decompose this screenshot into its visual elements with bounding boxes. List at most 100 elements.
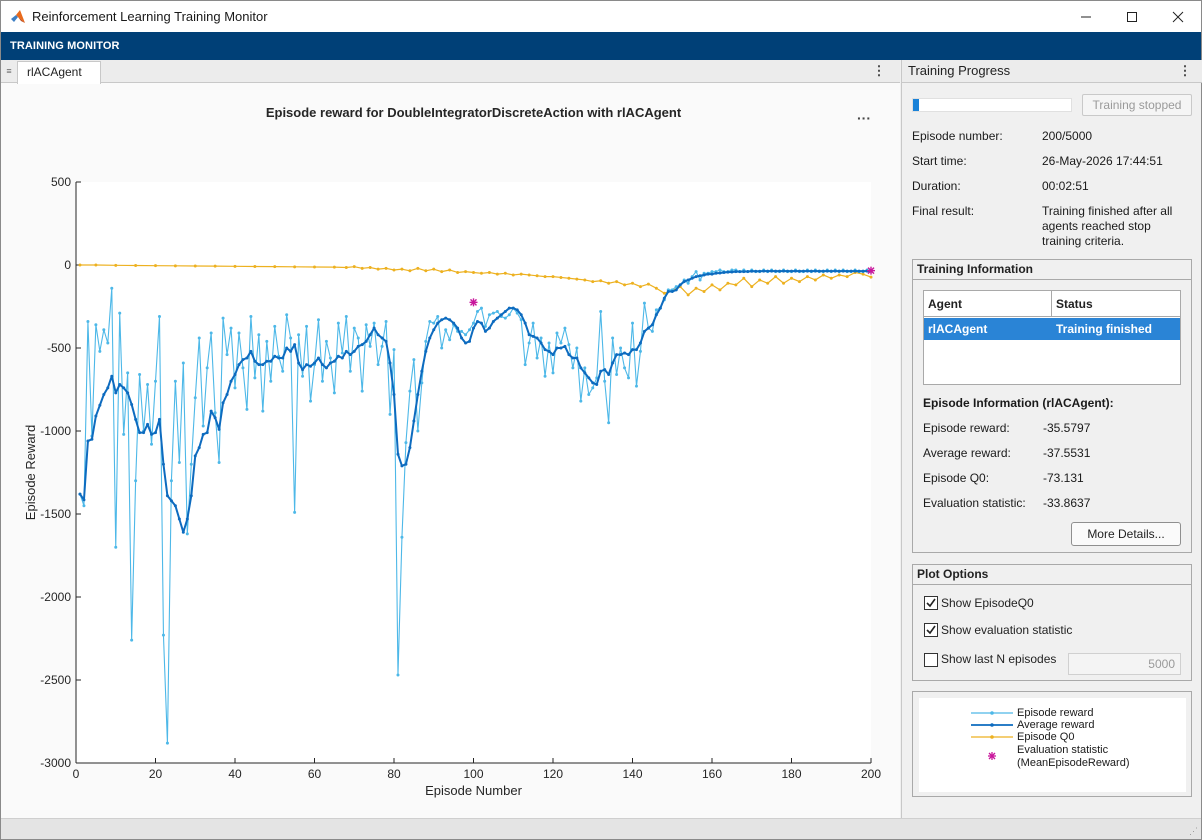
episode-q0-point — [376, 267, 380, 271]
average-reward-point — [750, 269, 754, 273]
table-row[interactable]: rlACAgent Training finished — [924, 318, 1180, 340]
show-evaluation-label[interactable]: Show evaluation statistic — [941, 623, 1073, 637]
average-reward-point — [535, 336, 539, 340]
episode-reward-point — [122, 432, 126, 436]
training-stopped-button[interactable]: Training stopped — [1082, 94, 1192, 116]
agent-column-header[interactable]: Agent — [924, 291, 1052, 317]
show-last-n-checkbox[interactable] — [924, 653, 938, 667]
episode-reward-point — [185, 532, 189, 536]
episode-reward-point — [575, 346, 579, 350]
episode-q0-point — [813, 278, 817, 282]
episode-reward-point — [177, 461, 181, 465]
episode-reward-point — [332, 391, 336, 395]
more-details-button[interactable]: More Details... — [1071, 522, 1181, 546]
episode-q0-point — [368, 265, 372, 269]
episode-reward-point — [209, 331, 213, 335]
status-column-header[interactable]: Status — [1056, 297, 1093, 311]
average-reward-point — [495, 316, 499, 320]
average-reward-point — [392, 392, 396, 396]
tab-label: rlACAgent — [27, 65, 82, 79]
episode-reward-point — [257, 333, 261, 337]
panel-grip-icon[interactable]: ≡ — [6, 66, 12, 76]
resize-grip-icon[interactable]: ⋰ — [1189, 826, 1198, 836]
average-reward-point — [253, 359, 257, 363]
episode-reward-point — [352, 326, 356, 330]
episode-reward-point — [233, 386, 237, 390]
episode-reward-point — [539, 336, 543, 340]
show-q0-checkbox[interactable] — [924, 596, 938, 610]
average-reward-point — [472, 326, 475, 330]
tab-rlacagent[interactable]: rlACAgent — [17, 61, 101, 84]
episode-reward-point — [392, 348, 396, 352]
chart-legend: Episode reward Average reward Episode Q0… — [919, 698, 1186, 792]
matlab-logo-icon — [11, 9, 25, 23]
average-reward-point — [491, 319, 495, 323]
document-tabbar: ≡ rlACAgent ⋮ — [1, 60, 900, 84]
average-reward-point — [118, 383, 122, 387]
start-time-value: 26-May-2026 17:44:51 — [1042, 154, 1163, 168]
average-reward-point — [591, 381, 595, 385]
plot-panel: 0 20 40 60 80 100 120 140 160 180 200 500 0 -500 -1000… — [1, 84, 900, 818]
minimize-button[interactable] — [1063, 1, 1109, 32]
episode-reward-point — [110, 286, 114, 290]
average-reward-point — [241, 358, 245, 362]
average-reward-point — [396, 452, 400, 456]
episode-q0-point — [464, 270, 468, 274]
average-reward-point — [603, 368, 607, 372]
average-reward-point — [122, 386, 126, 390]
episode-q0-point — [94, 263, 98, 267]
average-reward-point — [213, 416, 217, 420]
episode-q0-point — [527, 273, 531, 277]
average-reward-point — [487, 326, 491, 330]
average-reward-point — [507, 306, 511, 310]
axes-toolbar-icon[interactable]: ··· — [857, 110, 871, 126]
episode-reward-point — [126, 371, 130, 375]
last-n-episodes-input[interactable]: 5000 — [1068, 653, 1181, 675]
episode-reward-point — [487, 313, 491, 317]
episode-q0-point — [797, 280, 801, 284]
episode-reward-point — [555, 331, 559, 335]
show-evaluation-checkbox[interactable] — [924, 623, 938, 637]
episode-q0-point — [774, 275, 778, 279]
episode-reward-point — [420, 381, 424, 385]
episode-q0-point — [861, 272, 865, 276]
close-button[interactable] — [1155, 1, 1201, 32]
episode-q0-point — [742, 276, 746, 280]
average-reward-point — [849, 269, 853, 273]
average-reward-point — [229, 379, 233, 383]
episode-reward-point — [654, 308, 658, 312]
panel-options-icon[interactable]: ⋮ — [1178, 63, 1192, 78]
episode-reward-point — [356, 336, 360, 340]
episode-reward-point — [710, 270, 714, 274]
average-reward-point — [666, 290, 670, 294]
average-reward-point — [444, 316, 448, 320]
average-reward-point — [161, 462, 165, 466]
toolstrip-tab[interactable]: TRAINING MONITOR — [1, 32, 1201, 60]
chart-title: Episode reward for DoubleIntegratorDiscr… — [265, 105, 682, 120]
show-q0-label[interactable]: Show EpisodeQ0 — [941, 596, 1034, 610]
show-last-n-label[interactable]: Show last N episodes — [941, 652, 1057, 666]
training-progress-panel: Training Progress ⋮ Training stopped Epi… — [901, 60, 1202, 818]
document-options-icon[interactable]: ⋮ — [872, 63, 886, 78]
episode-reward-point — [591, 386, 595, 390]
average-reward-point — [523, 321, 527, 325]
average-reward-point — [134, 417, 138, 421]
episode-reward-point — [404, 441, 408, 445]
episode-reward-point — [412, 358, 416, 362]
episode-q0-point — [758, 278, 762, 282]
episode-q0-point — [78, 263, 82, 267]
average-reward-point — [710, 272, 714, 276]
reward-chart[interactable]: 0 20 40 60 80 100 120 140 160 180 200 500 0 -500 -1000… — [1, 84, 900, 818]
episode-reward-point — [507, 313, 511, 317]
average-reward-point — [702, 273, 706, 277]
episode-reward-point — [384, 319, 388, 323]
episode-reward-point — [495, 309, 499, 313]
average-reward-point — [583, 371, 587, 375]
average-reward-point — [313, 361, 316, 365]
average-reward-point — [607, 373, 611, 377]
x-tick-label: 20 — [149, 767, 163, 781]
average-reward-label: Average reward: — [923, 446, 1011, 460]
maximize-button[interactable] — [1109, 1, 1155, 32]
duration-label: Duration: — [912, 179, 961, 193]
episode-reward-point — [571, 366, 575, 370]
